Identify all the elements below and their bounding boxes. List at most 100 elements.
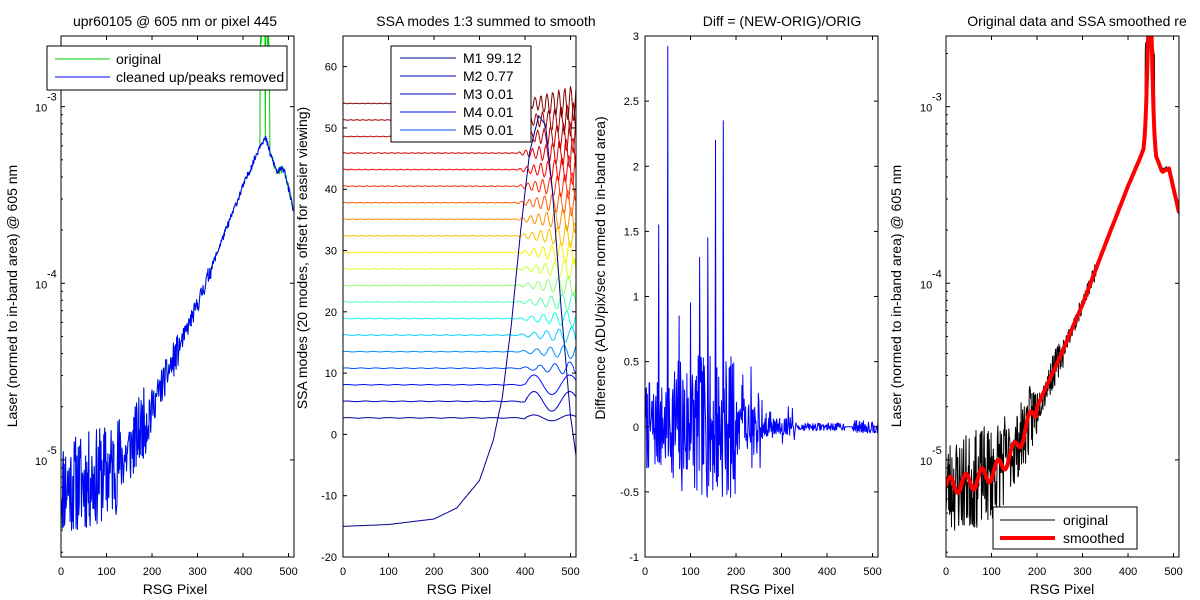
panel-3-ytick-label: 3 (633, 31, 639, 43)
panel-1-ytick-exponent: -5 (47, 445, 57, 457)
panel-2-mode-13 (343, 206, 576, 234)
panel-2-mode-2 (343, 391, 576, 412)
panel-2-mode-3 (343, 374, 576, 395)
panel-3-xtick-label: 100 (681, 566, 699, 578)
panel-3-xlabel: RSG Pixel (730, 581, 795, 597)
panel-3-ytick-label: -1 (629, 552, 639, 564)
clip-p1-series (61, 36, 294, 531)
panel-3-ytick-label: 0.5 (624, 357, 639, 369)
panel-2-mode-7 (343, 310, 576, 328)
panel-2-mode-8 (343, 292, 576, 311)
panel-2: SSA modes 1:3 summed to smooth 0 100 200 30… (294, 13, 596, 597)
panel-2-mode-17 (343, 138, 576, 170)
panel-2-xtick-label: 200 (425, 566, 443, 578)
panel-3-xtick-label: 200 (727, 566, 745, 578)
panel-3-ylabel: Difference (ADU/pix/sec normed to in-ban… (592, 116, 608, 419)
panel-3-xtick-label: 400 (818, 566, 836, 578)
panel-2-ytick-label: 60 (325, 62, 337, 74)
panel-2-ytick-label: -20 (321, 552, 337, 564)
panel-4-ytick-label: 10 (920, 103, 932, 115)
panel-4-legend-smoothed: smoothed (1063, 530, 1124, 546)
panel-2-legend-m1: M1 99.12 (463, 50, 522, 66)
clip-p4-series (946, 36, 1179, 531)
clip-p3-series (645, 45, 878, 498)
panel-1-xlabel: RSG Pixel (143, 581, 208, 597)
panel-2-ytick-label: 0 (331, 429, 337, 441)
panel-1-series-cleaned (61, 135, 294, 531)
panel-2-xtick-label: 500 (561, 566, 579, 578)
panel-2-ytick-label: 10 (325, 368, 337, 380)
panel-3-title: Diff = (NEW-ORIG)/ORIG (703, 13, 862, 29)
panel-4: Original data and SSA smoothed re 0 100 20… (888, 13, 1187, 597)
panel-2-ytick-label: -10 (321, 491, 337, 503)
panel-4-series-smoothed (946, 36, 1179, 495)
panel-2-mode-9 (343, 275, 576, 297)
panel-2-ytick-label: 20 (325, 307, 337, 319)
panel-4-ytick-exponent: -4 (932, 268, 942, 280)
panel-1-ytick-label: 10 (35, 279, 47, 291)
clip-p2-series (343, 86, 576, 527)
panel-3-xtick-label: 500 (863, 566, 881, 578)
panel-2-mode-1 (343, 414, 576, 422)
panel-4-ytick-label: 10 (920, 279, 932, 291)
panel-2-legend-m2: M2 0.77 (463, 68, 514, 84)
panel-1-legend-box (46, 45, 288, 91)
panel-3-series-diff (645, 45, 878, 498)
panel-4-legend: original smoothed (992, 506, 1138, 550)
panel-3-ytick-label: 1 (633, 292, 639, 304)
panel-1-legend: original cleaned up/peaks removed (46, 45, 288, 91)
panel-1-xtick-label: 400 (234, 566, 252, 578)
panel-2-plot: 0 100 200 300 400 500 -20 -10 0 10 20 30 40 50 60 (321, 35, 580, 578)
panel-2-ylabel: SSA modes (20 modes, offset for easier v… (294, 107, 310, 409)
panel-2-ytick-label: 50 (325, 123, 337, 135)
panel-4-ytick-exponent: -3 (932, 92, 942, 104)
panel-3-ytick-label: 2 (633, 161, 639, 173)
panel-2-mode-15 (343, 172, 576, 201)
panel-2-mode-6 (343, 327, 576, 343)
panel-2-series-m1 (343, 115, 576, 527)
panel-1-xtick-label: 200 (143, 566, 161, 578)
panel-2-ytick-label: 40 (325, 184, 337, 196)
panel-4-title: Original data and SSA smoothed re (967, 13, 1187, 29)
panel-2-legend-m3: M3 0.01 (463, 86, 514, 102)
panel-1-ytick-label: 10 (35, 103, 47, 115)
panel-2-mode-10 (343, 257, 576, 280)
panel-2-axes-box (342, 35, 577, 558)
panel-1-xtick-label: 0 (58, 566, 64, 578)
panel-4-legend-box (992, 506, 1138, 550)
panel-1-ytick-exponent: -4 (47, 268, 57, 280)
panel-2-xtick-label: 100 (379, 566, 397, 578)
panel-1: upr60105 @ 605 nm or pixel 445 0 100 200 30… (4, 13, 298, 597)
panel-2-mode-14 (343, 188, 576, 217)
panel-2-legend-m4: M4 0.01 (463, 104, 514, 120)
panel-2-xlabel: RSG Pixel (427, 581, 492, 597)
panel-2-title: SSA modes 1:3 summed to smooth (376, 13, 595, 29)
panel-2-mode-11 (343, 241, 576, 265)
panel-1-ylabel: Laser (normed to in-band area) @ 605 nm (4, 165, 20, 427)
panel-4-xtick-label: 0 (943, 566, 949, 578)
panel-2-legend-m5: M5 0.01 (463, 122, 514, 138)
panel-2-mode-4 (343, 361, 576, 375)
panel-4-xtick-label: 300 (1073, 566, 1091, 578)
panel-4-xlabel: RSG Pixel (1030, 581, 1095, 597)
panel-3-ytick-label: 2.5 (624, 96, 639, 108)
panel-2-xtick-label: 300 (470, 566, 488, 578)
panel-2-mode-5 (343, 345, 576, 359)
panel-3-xtick-label: 300 (772, 566, 790, 578)
panel-2-mode-12 (343, 222, 576, 248)
panel-3-axes-box (644, 35, 879, 558)
panel-4-ylabel: Laser (normed to in-band area) @ 605 nm (888, 165, 904, 427)
panel-2-mode-16 (343, 154, 576, 185)
panel-3-ytick-label: 0 (633, 422, 639, 434)
panel-2-legend: M1 99.12 M2 0.77 M3 0.01 M4 0.01 M5 0.01 (390, 45, 532, 143)
panel-2-xtick-label: 0 (340, 566, 346, 578)
panel-2-ytick-label: 30 (325, 246, 337, 258)
panel-4-xtick-label: 100 (982, 566, 1000, 578)
panel-4-ytick-label: 10 (920, 456, 932, 468)
panel-4-xtick-label: 500 (1164, 566, 1182, 578)
panel-1-axes-box (60, 35, 295, 558)
panel-4-axes-box (945, 35, 1180, 558)
